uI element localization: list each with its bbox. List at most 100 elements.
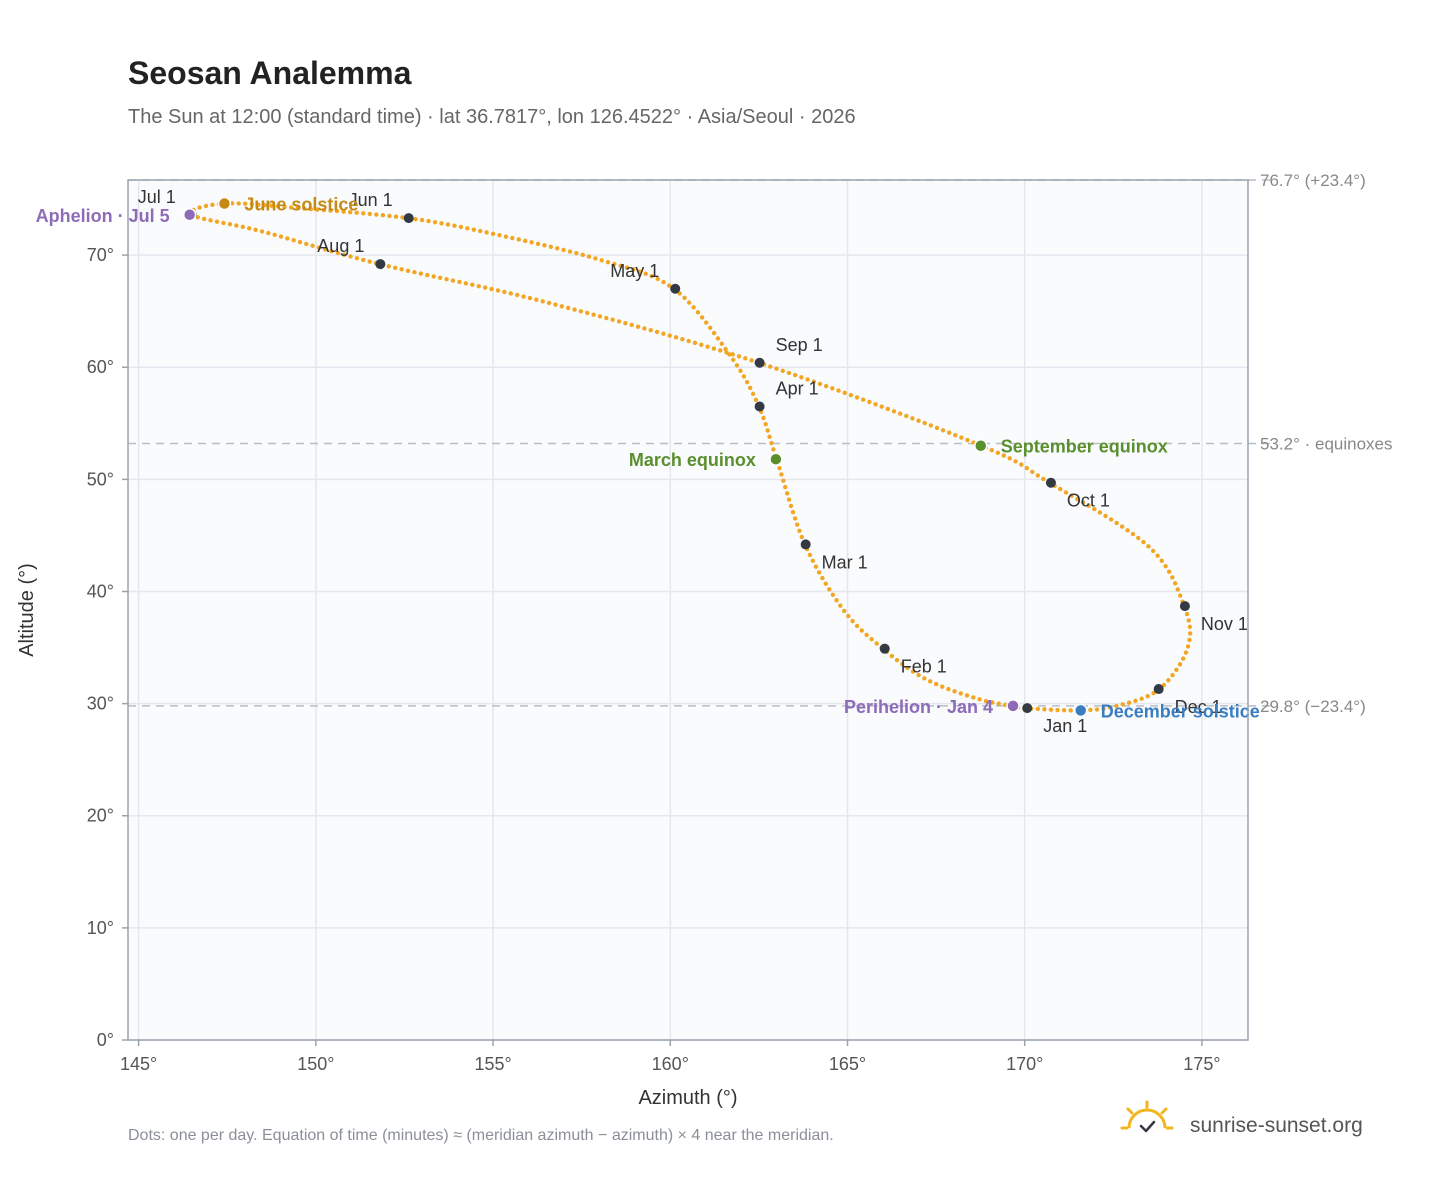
daily-sun-dot <box>1187 624 1193 630</box>
daily-sun-dot <box>425 272 430 278</box>
y-tick-label: 40° <box>87 581 114 601</box>
daily-sun-dot <box>315 207 320 212</box>
daily-sun-dot <box>649 274 654 279</box>
daily-sun-dot <box>578 309 584 314</box>
daily-sun-dot <box>1186 618 1191 623</box>
daily-sun-dot <box>734 363 740 368</box>
daily-sun-dot <box>214 219 220 224</box>
daily-sun-dot <box>635 324 641 329</box>
daily-sun-dot <box>711 346 717 351</box>
daily-sun-dot <box>400 215 405 220</box>
daily-sun-dot <box>329 249 334 254</box>
daily-sun-dot <box>1086 503 1091 508</box>
daily-sun-dot <box>591 312 596 317</box>
month-marker <box>800 539 811 550</box>
daily-sun-dot <box>1069 493 1074 498</box>
event-marker <box>769 452 783 466</box>
daily-sun-dot <box>667 333 672 338</box>
daily-sun-dot <box>1058 486 1063 492</box>
daily-sun-dot <box>946 686 951 692</box>
daily-sun-dot <box>295 205 300 211</box>
event-marker <box>1073 703 1088 718</box>
daily-sun-dot <box>869 637 874 642</box>
daily-sun-dot <box>437 275 443 280</box>
daily-sun-dot <box>767 434 772 439</box>
daily-sun-dot <box>1145 694 1150 699</box>
daily-sun-dot <box>432 219 438 225</box>
daily-sun-dot <box>527 295 533 301</box>
daily-sun-dot <box>643 271 648 276</box>
daily-sun-dot <box>308 206 314 212</box>
daily-sun-dot <box>996 701 1002 706</box>
daily-sun-dot <box>642 326 647 331</box>
daily-sun-dot <box>1126 700 1132 705</box>
daily-sun-dot <box>854 395 860 400</box>
daily-sun-dot <box>873 402 878 407</box>
daily-sun-dot <box>1174 667 1179 673</box>
daily-sun-dot <box>897 411 903 416</box>
daily-sun-dot <box>1001 453 1007 458</box>
daily-sun-dot <box>522 238 528 244</box>
daily-sun-dot <box>534 297 539 302</box>
daily-sun-dot <box>354 256 360 261</box>
daily-sun-dot <box>1097 510 1103 515</box>
daily-sun-dot <box>502 289 507 295</box>
daily-sun-dot <box>201 216 207 222</box>
daily-sun-dot <box>275 204 281 209</box>
daily-sun-dot <box>227 222 233 227</box>
daily-sun-dot <box>586 254 592 259</box>
daily-sun-dot <box>585 310 590 316</box>
daily-sun-dot <box>269 203 274 208</box>
month-marker <box>879 643 890 654</box>
daily-sun-dot <box>704 320 709 325</box>
daily-sun-dot <box>1166 569 1172 574</box>
daily-sun-dot <box>548 244 554 250</box>
daily-sun-dot <box>535 241 541 247</box>
daily-sun-dot <box>946 430 952 435</box>
month-label: Oct 1 <box>1067 491 1110 511</box>
daily-sun-dot <box>761 415 766 421</box>
daily-sun-dot <box>367 211 373 217</box>
daily-sun-dot <box>288 205 294 210</box>
daily-sun-dot <box>542 243 547 248</box>
event-label: March equinox <box>629 450 756 470</box>
daily-sun-dot <box>1159 558 1164 564</box>
daily-sun-dot <box>1088 707 1093 713</box>
daily-sun-dot <box>905 665 910 671</box>
daily-sun-dot <box>1108 517 1114 522</box>
month-label: Apr 1 <box>776 378 819 398</box>
daily-sun-dot <box>1041 476 1046 482</box>
daily-sun-dot <box>823 581 828 586</box>
daily-sun-dot <box>514 292 520 298</box>
daily-sun-dot <box>553 302 558 307</box>
daily-sun-dot <box>1013 459 1018 464</box>
daily-sun-dot <box>799 534 805 540</box>
daily-sun-dot <box>834 598 839 603</box>
daily-sun-dot <box>471 227 476 232</box>
month-label: Dec 1 <box>1175 697 1222 717</box>
event-marker <box>182 208 197 222</box>
daily-sun-dot <box>995 450 1001 455</box>
daily-sun-dot <box>393 265 398 271</box>
daily-sun-dot <box>540 299 545 304</box>
daily-sun-dot <box>529 240 534 245</box>
daily-sun-dot <box>412 270 417 275</box>
daily-sun-dot <box>418 271 424 276</box>
daily-sun-dot <box>889 653 895 659</box>
event-marker <box>1006 699 1020 713</box>
month-marker <box>754 357 765 368</box>
daily-sun-dot <box>867 399 872 405</box>
daily-sun-dot <box>731 357 736 363</box>
daily-sun-dot <box>278 234 284 239</box>
daily-sun-dot <box>933 681 939 687</box>
daily-sun-dot <box>894 657 900 663</box>
daily-sun-dot <box>1094 707 1100 712</box>
y-tick-label: 0° <box>97 1030 114 1050</box>
daily-sun-dot <box>786 370 792 376</box>
daily-sun-dot <box>983 698 989 704</box>
daily-sun-dot <box>750 391 756 397</box>
month-label: Jul 1 <box>138 187 176 207</box>
daily-sun-dot <box>347 209 353 215</box>
daily-sun-dot <box>516 237 521 242</box>
daily-sun-dot <box>780 368 785 373</box>
